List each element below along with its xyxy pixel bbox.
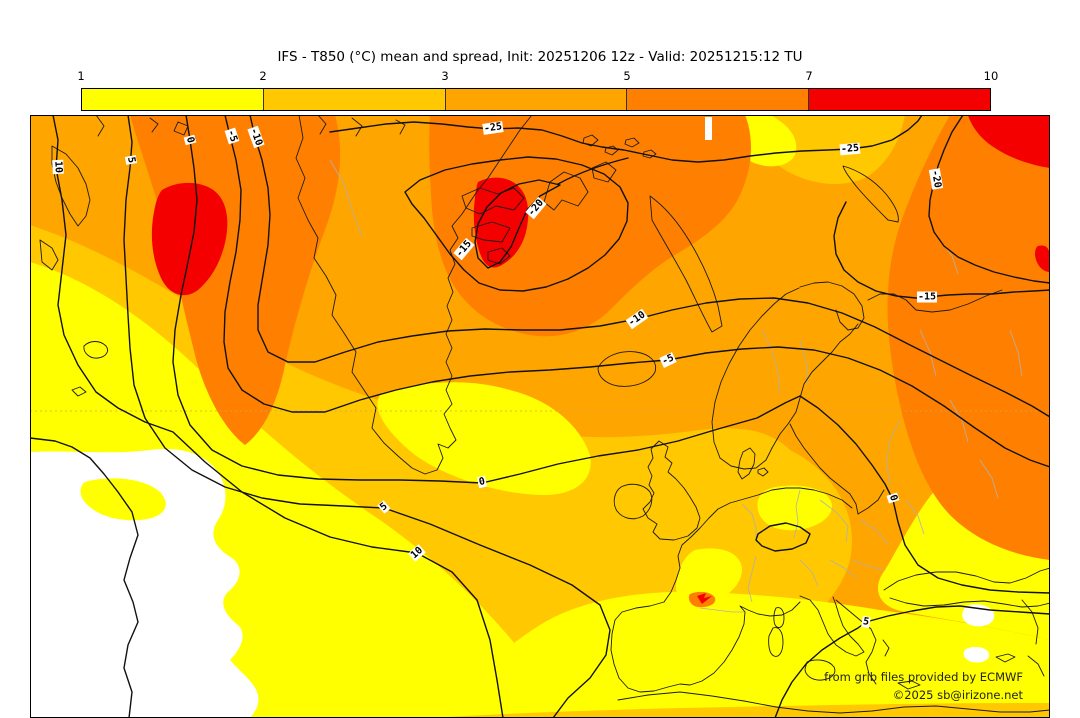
coast-black-sea [883, 567, 1050, 608]
border-line [793, 489, 801, 539]
coast-sicily-sardinia-corsica [768, 607, 836, 681]
colorbar-tick: 1 [77, 69, 85, 83]
colorbar [81, 88, 991, 111]
shading-dark-orange-layer [130, 115, 1050, 608]
shading-yellow-central-europe [757, 485, 833, 531]
border-line [1009, 329, 1023, 377]
contour-line-5-west [123, 115, 611, 718]
shading-red-layer [151, 115, 1050, 604]
border-line [905, 499, 925, 535]
coast-baltic-south [771, 487, 853, 509]
border-line [799, 339, 809, 385]
colorbar-segment [809, 89, 990, 110]
border-line [919, 329, 937, 377]
shading-red-east-greenland [151, 182, 228, 296]
shading-red-svalbard [473, 177, 529, 268]
shading-darkorange-svalbard [429, 115, 752, 337]
shading-darkorange-russia [887, 115, 1050, 560]
colorbar-tick: 5 [623, 69, 631, 83]
attribution-source: from grib files provided by ECMWF [824, 670, 1023, 684]
coast-cyprus [995, 653, 1016, 663]
shading-white-layer [30, 449, 995, 718]
coast-ireland [613, 483, 653, 520]
coast-iberia [610, 601, 801, 693]
coast-novaya-zemlya [649, 195, 723, 333]
coast-north-africa [617, 691, 1050, 714]
shading-white-southwest [30, 449, 259, 718]
coast-norway [711, 287, 800, 470]
shading-yellow-france [675, 548, 743, 606]
contour-line-minus25-top [329, 115, 923, 163]
contour-line-unlabeled-southwest [30, 437, 139, 718]
border-line [851, 559, 885, 571]
contour-line-10-west [52, 115, 504, 718]
colorbar-ticks: 1 2 3 5 7 10 [77, 69, 998, 85]
shading-yellow-midatlantic [377, 382, 591, 495]
contour-line-minus20-loop [474, 157, 629, 269]
coast-caspian-azov [1021, 599, 1045, 677]
country-borders [329, 159, 1023, 613]
contour-line-minus5 [223, 115, 1050, 468]
coast-denmark [737, 447, 769, 480]
colorbar-segment [445, 89, 628, 110]
border-line [885, 419, 901, 485]
border-line [819, 499, 849, 543]
contour-line-minus20-east [928, 115, 1050, 284]
coast-iceland [597, 351, 657, 387]
border-line [699, 607, 744, 613]
contour-line-alps-loop [755, 522, 811, 552]
border-line [329, 159, 363, 237]
colorbar-segment [82, 89, 264, 110]
contour-line-minus15-east [833, 201, 1050, 299]
contour-line-0-main [172, 115, 1050, 594]
border-line [949, 399, 969, 443]
colorbar-segment [627, 89, 810, 110]
coast-franz-josef [582, 134, 657, 159]
colorbar-segment [263, 89, 446, 110]
coast-west-europe [663, 489, 773, 603]
border-line [799, 559, 819, 587]
map-canvas: 10 5 0 -5 -10 -25 -20 -15 -25 -20 -15 -10 -5 0 5 10 0 5 [30, 115, 1050, 718]
border-line [747, 555, 757, 603]
coast-arctic-island [842, 165, 899, 223]
shading-red-right-edge [1035, 245, 1050, 272]
shading-yellow-mediterranean [445, 591, 1050, 718]
colorbar-tick: 7 [805, 69, 813, 83]
border-line [829, 559, 857, 579]
colorbar-tick: 10 [983, 69, 999, 83]
contour-line-minus15-loop [404, 156, 629, 292]
border-line [761, 329, 781, 395]
coast-sweden-baltic [771, 323, 885, 515]
contour-line-minus10 [249, 115, 1050, 418]
shading-amber-bottom-strip [430, 703, 1050, 718]
border-line [741, 503, 757, 542]
shading-white-spot-sicily [963, 646, 990, 663]
coast-svalbard [543, 161, 617, 211]
border-line [979, 459, 999, 499]
map-svg [30, 115, 1050, 718]
shading-red-northeast-corner [968, 115, 1050, 168]
colorbar-tick: 2 [259, 69, 267, 83]
coast-canada-baffin [39, 145, 109, 397]
coast-great-britain [642, 440, 701, 541]
attribution-copyright: ©2025 sb@irizone.net [892, 688, 1023, 702]
colorbar-tick: 3 [441, 69, 449, 83]
page-title: IFS - T850 (°C) mean and spread, Init: 2… [277, 49, 803, 65]
shading-red-pyrenees-sliver [697, 593, 712, 604]
rendering-artifact [705, 117, 712, 140]
contour-lines [30, 115, 1050, 718]
coast-ne-greenland-islets [461, 187, 525, 265]
coast-balkans-greece [865, 628, 921, 690]
border-line [859, 519, 889, 545]
